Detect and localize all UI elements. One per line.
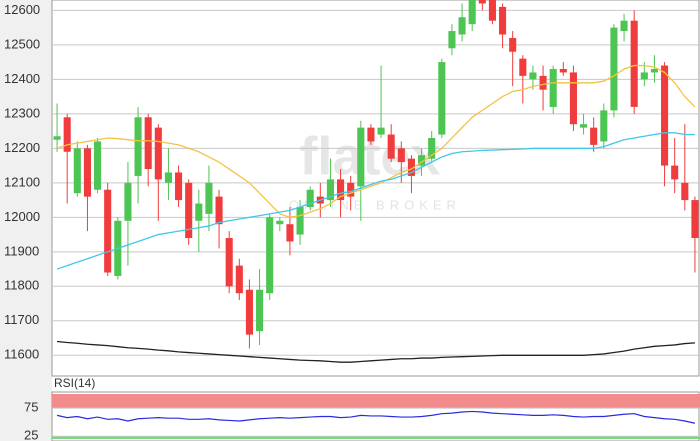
moving-average — [56, 64, 696, 218]
candle-body — [185, 182, 193, 239]
candle-body — [661, 65, 669, 166]
candle-body — [73, 148, 81, 194]
candle-body — [83, 148, 91, 197]
candle-body — [326, 179, 334, 201]
candle-body — [245, 289, 253, 335]
candle-body — [428, 137, 436, 159]
y-tick-label: 12100 — [4, 174, 40, 189]
candle-body — [600, 110, 608, 142]
candle-body — [620, 20, 628, 32]
candle-body — [266, 217, 274, 294]
candle-body — [559, 68, 567, 73]
candle-body — [549, 68, 557, 107]
candle-body — [691, 200, 699, 239]
candle-body — [478, 0, 486, 4]
candle-body — [164, 172, 172, 183]
candle-body — [387, 134, 395, 159]
candle-body — [296, 206, 304, 235]
candle-body — [407, 158, 415, 176]
axis-panel — [0, 0, 52, 441]
y-tick-label: 11600 — [4, 347, 39, 362]
candle-body — [438, 62, 446, 135]
y-tick-label: 12500 — [4, 36, 40, 51]
candle-body — [306, 189, 314, 207]
candle-body — [94, 141, 102, 190]
candle-body — [154, 127, 162, 180]
panel — [52, 0, 700, 363]
candle-body — [215, 196, 223, 225]
y-tick-label: 25 — [24, 428, 38, 441]
candle-body — [225, 238, 233, 287]
y-tick-label: 11700 — [4, 312, 39, 327]
y-tick-label: 12400 — [4, 71, 40, 86]
candle-body — [235, 265, 243, 294]
rsi-line — [56, 410, 696, 424]
candle-body — [175, 172, 183, 201]
candle-body — [539, 75, 547, 90]
y-tick-label: 12000 — [4, 209, 40, 224]
rsi-title: RSI(14) — [54, 376, 95, 390]
candle-body — [650, 68, 658, 73]
candle-body — [104, 189, 112, 273]
y-tick-label: 11900 — [4, 243, 39, 258]
candle-body — [134, 117, 142, 176]
candle-body — [195, 203, 203, 221]
candle-body — [630, 20, 638, 107]
moving-average — [56, 132, 695, 270]
candle-body — [468, 0, 476, 25]
candle-body — [569, 72, 577, 125]
candle-body — [63, 117, 71, 152]
candle-body — [205, 182, 213, 214]
candle-body — [681, 182, 689, 201]
candle-body — [488, 0, 496, 21]
candle-body — [256, 289, 264, 332]
candle-body — [509, 37, 517, 52]
y-tick-label: 12600 — [4, 2, 40, 17]
candle-body — [519, 58, 527, 76]
plot-area — [51, 0, 700, 377]
candle-body — [458, 17, 466, 35]
candle-body — [53, 136, 61, 140]
y-tick-label: 12300 — [4, 105, 40, 120]
candle-body — [144, 117, 152, 170]
candle-body — [418, 155, 426, 166]
candle-body — [610, 27, 618, 111]
candle-body — [276, 220, 284, 225]
candle-body — [397, 148, 405, 163]
candle-body — [337, 179, 345, 201]
band — [52, 436, 700, 439]
y-tick-label: 75 — [24, 400, 38, 415]
band — [52, 394, 700, 409]
candle-body — [640, 72, 648, 80]
panel — [52, 394, 700, 439]
candle-body — [580, 124, 588, 128]
candle-body — [529, 72, 537, 80]
candle-body — [377, 127, 385, 135]
y-tick-label: 11800 — [4, 278, 39, 293]
candle-body — [357, 127, 365, 187]
candle-body — [671, 165, 679, 180]
candle-body — [590, 127, 598, 145]
candle-body — [286, 224, 294, 242]
y-tick-label: 12200 — [4, 140, 40, 155]
moving-average — [56, 340, 695, 363]
candle-body — [448, 31, 456, 49]
candle-body — [499, 6, 507, 35]
candle-body — [124, 182, 132, 221]
candle-body — [347, 182, 355, 197]
candle-body — [367, 127, 375, 142]
